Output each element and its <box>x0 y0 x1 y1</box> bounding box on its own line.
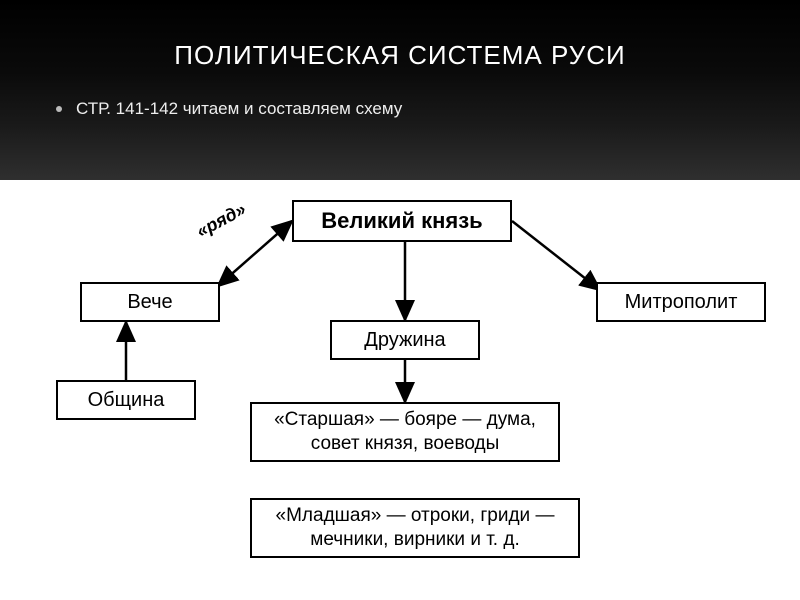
node-junior: «Младшая» — отроки, гриди —мечники, вирн… <box>250 498 580 558</box>
diagram-area: Великий князь Вече Митрополит Дружина Община… <box>0 180 800 600</box>
node-obshchina: Община <box>56 380 196 420</box>
node-prince: Великий князь <box>292 200 512 242</box>
slide-header: ПОЛИТИЧЕСКАЯ СИСТЕМА РУСИ СТР. 141-142 ч… <box>0 0 800 180</box>
slide-instruction: СТР. 141-142 читаем и составляем схему <box>76 99 402 119</box>
node-druzhina: Дружина <box>330 320 480 360</box>
instruction-row: СТР. 141-142 читаем и составляем схему <box>56 99 750 119</box>
node-senior: «Старшая» — бояре — дума,совет князя, во… <box>250 402 560 462</box>
node-veche: Вече <box>80 282 220 322</box>
edge-prince-mitropolit <box>512 221 600 290</box>
node-mitropolit: Митрополит <box>596 282 766 322</box>
slide-title: ПОЛИТИЧЕСКАЯ СИСТЕМА РУСИ <box>50 40 750 71</box>
edge-prince-veche <box>218 221 292 286</box>
bullet-icon <box>56 106 62 112</box>
